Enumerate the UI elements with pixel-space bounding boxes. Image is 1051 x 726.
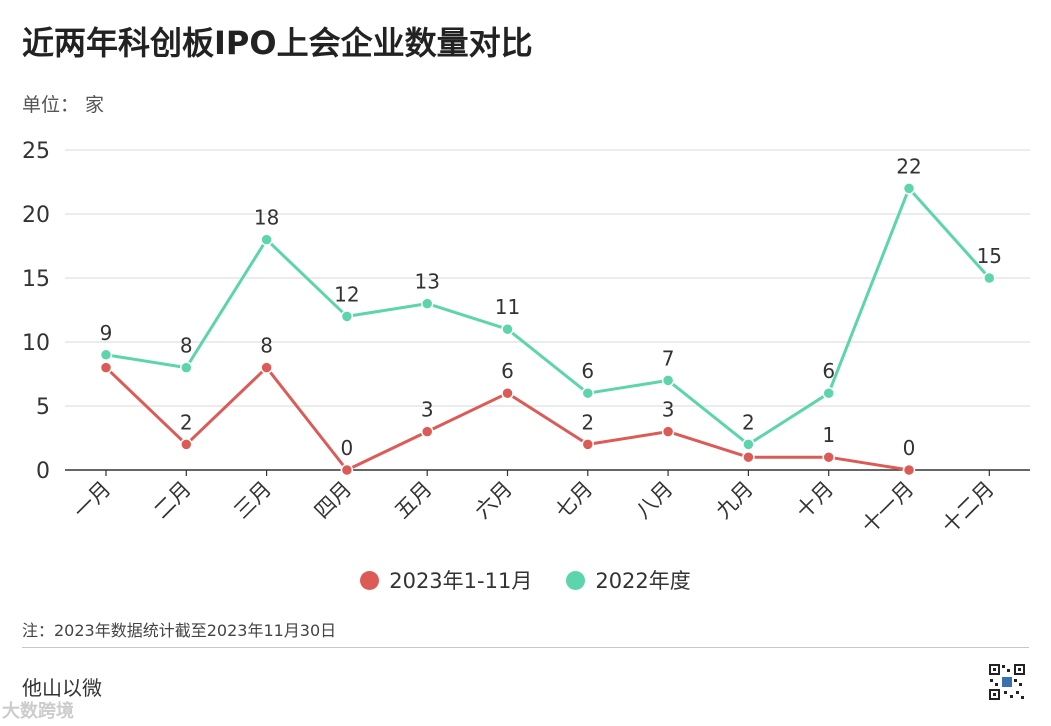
data-label: 9 [100, 321, 113, 345]
data-label: 12 [334, 282, 359, 306]
x-tick-label: 十一月 [857, 477, 919, 539]
brand-name: 他山以微 [22, 676, 102, 700]
legend-swatch-2022 [566, 570, 586, 590]
data-point [180, 438, 193, 451]
y-axis-ticks: 0 5 10 15 20 25 [22, 139, 50, 484]
data-label: 3 [662, 398, 675, 422]
x-tick-label: 五月 [390, 477, 437, 524]
watermark-brand: 大数跨境 [2, 701, 74, 722]
data-label: 0 [341, 436, 354, 460]
y-tick-label: 10 [22, 331, 50, 356]
y-tick-label: 15 [22, 267, 50, 292]
x-tick-label: 八月 [631, 477, 678, 524]
data-label: 13 [414, 270, 439, 294]
data-point [501, 322, 514, 336]
data-point [983, 271, 996, 285]
x-tick-label: 一月 [69, 477, 116, 524]
qr-code-icon [988, 663, 1026, 701]
data-label: 8 [180, 334, 193, 358]
data-label: 22 [896, 154, 921, 178]
data-label: 1 [822, 423, 835, 447]
data-point [420, 425, 434, 438]
data-point [99, 348, 113, 362]
x-tick-label: 三月 [229, 477, 276, 524]
grid-lines [65, 149, 1030, 407]
data-point [742, 450, 755, 464]
data-label: 2 [742, 410, 755, 434]
series-lines [99, 182, 996, 477]
data-label: 8 [260, 334, 273, 358]
x-tick-label: 十月 [792, 477, 839, 524]
x-tick-label: 二月 [149, 477, 196, 524]
series-line-1 [105, 186, 991, 446]
data-point [822, 450, 835, 464]
data-point [340, 463, 354, 477]
y-tick-label: 0 [36, 459, 50, 484]
legend-label-2022: 2022年度 [595, 569, 691, 593]
data-label: 2 [180, 410, 193, 434]
data-point [260, 361, 273, 374]
unit-label: 单位： 家 [22, 94, 105, 116]
legend-item-2023[interactable]: 2023年1-11月 [360, 565, 532, 595]
x-tick-label: 十二月 [937, 477, 999, 539]
data-point [902, 182, 916, 195]
data-label: 7 [662, 346, 675, 370]
data-label: 0 [903, 436, 916, 460]
legend-label-2023: 2023年1-11月 [389, 569, 533, 593]
y-tick-label: 25 [22, 139, 50, 164]
legend-swatch-2023 [360, 570, 380, 590]
data-label: 3 [421, 398, 434, 422]
x-tick-label: 四月 [310, 477, 357, 524]
x-tick-label: 七月 [551, 477, 598, 524]
data-point [742, 438, 755, 451]
data-point [581, 386, 595, 400]
data-point [661, 374, 675, 387]
legend: 2023年1-11月 2022年度 [0, 565, 1051, 595]
x-axis-ticks: 一月 二月 三月 四月 五月 六月 七月 八月 九月 十月 十一月 十二月 [69, 470, 999, 538]
data-point [581, 438, 595, 451]
x-tick-label: 六月 [470, 477, 517, 524]
data-point [260, 233, 273, 246]
data-label: 6 [822, 359, 835, 383]
data-label: 15 [977, 244, 1002, 268]
data-point [822, 386, 835, 400]
y-tick-label: 20 [22, 203, 50, 228]
data-label: 18 [254, 206, 279, 230]
x-tick-label: 九月 [711, 477, 758, 524]
data-point [99, 361, 113, 374]
data-point [420, 297, 434, 310]
data-label: 11 [495, 295, 520, 319]
data-point [340, 310, 354, 323]
data-label: 2 [581, 410, 594, 434]
data-point [661, 425, 675, 438]
footnote: 注：2023年数据统计截至2023年11月30日 [22, 621, 337, 640]
chart-title: 近两年科创板IPO上会企业数量对比 [22, 24, 533, 62]
data-point [902, 463, 916, 477]
legend-item-2022[interactable]: 2022年度 [566, 565, 691, 595]
y-tick-label: 5 [36, 395, 50, 420]
data-point [180, 361, 193, 374]
data-point [501, 386, 514, 400]
footer-divider [22, 647, 1029, 648]
data-label: 6 [581, 359, 594, 383]
data-label: 6 [501, 359, 514, 383]
